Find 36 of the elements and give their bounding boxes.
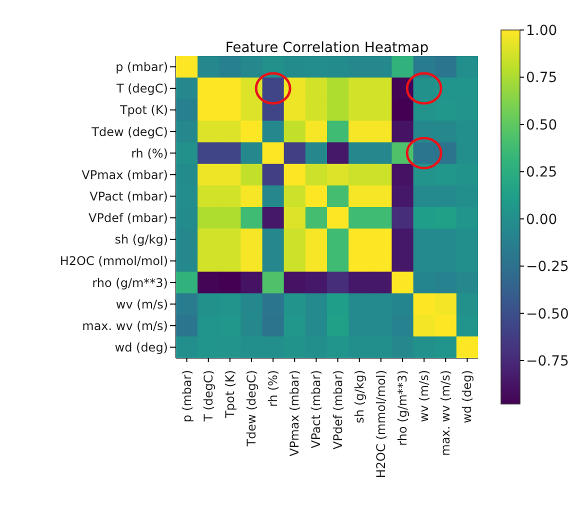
x-tick-label: wv (m/s) — [417, 370, 432, 422]
y-tick-label: wv (m/s) — [116, 297, 168, 312]
x-tick-label: sh (g/kg) — [352, 370, 366, 424]
x-tick-label: VPact (mbar) — [309, 370, 324, 448]
y-tick-label: p (mbar) — [116, 60, 168, 74]
x-tick-label: rh (%) — [266, 370, 280, 407]
color-bar-label: 0.00 — [526, 212, 558, 228]
y-tick-label: VPact (mbar) — [90, 189, 168, 204]
x-tick-label: rho (g/m**3) — [396, 370, 410, 446]
color-bar-label: −0.25 — [526, 259, 569, 276]
y-tick-label: T (degC) — [115, 82, 168, 96]
x-tick-label: max. wv (m/s) — [438, 370, 453, 456]
x-tick-label: Tdew (degC) — [244, 370, 258, 448]
color-bar-label: 1.00 — [526, 23, 558, 39]
y-tick-label: Tpot (K) — [118, 103, 168, 118]
y-tick-label: VPdef (mbar) — [88, 211, 168, 226]
color-bar-label: −0.50 — [526, 306, 569, 322]
x-tick-label: VPdef (mbar) — [330, 370, 345, 450]
color-bar-label: −0.75 — [526, 354, 569, 370]
y-tick-label: rh (%) — [131, 146, 168, 160]
x-tick-label: wd (deg) — [460, 370, 474, 424]
y-tick-label: sh (g/kg) — [114, 232, 168, 247]
y-tick-label: H2OC (mmol/mol) — [60, 254, 168, 268]
color-bar-label: 0.50 — [526, 117, 558, 134]
chart-title: Feature Correlation Heatmap — [224, 40, 430, 56]
x-tick-label: T (degC) — [201, 370, 216, 423]
y-tick-label: rho (g/m**3) — [92, 276, 168, 290]
color-bar-label: 0.25 — [526, 164, 558, 181]
x-tick-label: VPmax (mbar) — [288, 370, 302, 456]
y-tick-label: max. wv (m/s) — [82, 318, 168, 333]
y-tick-label: Tdew (degC) — [90, 124, 168, 139]
x-tick-label: H2OC (mmol/mol) — [374, 370, 388, 478]
x-tick-label: Tpot (K) — [222, 370, 237, 420]
color-bar-label: 0.75 — [526, 70, 558, 86]
y-tick-label: VPmax (mbar) — [82, 168, 168, 182]
y-tick-label: wd (deg) — [114, 340, 168, 354]
